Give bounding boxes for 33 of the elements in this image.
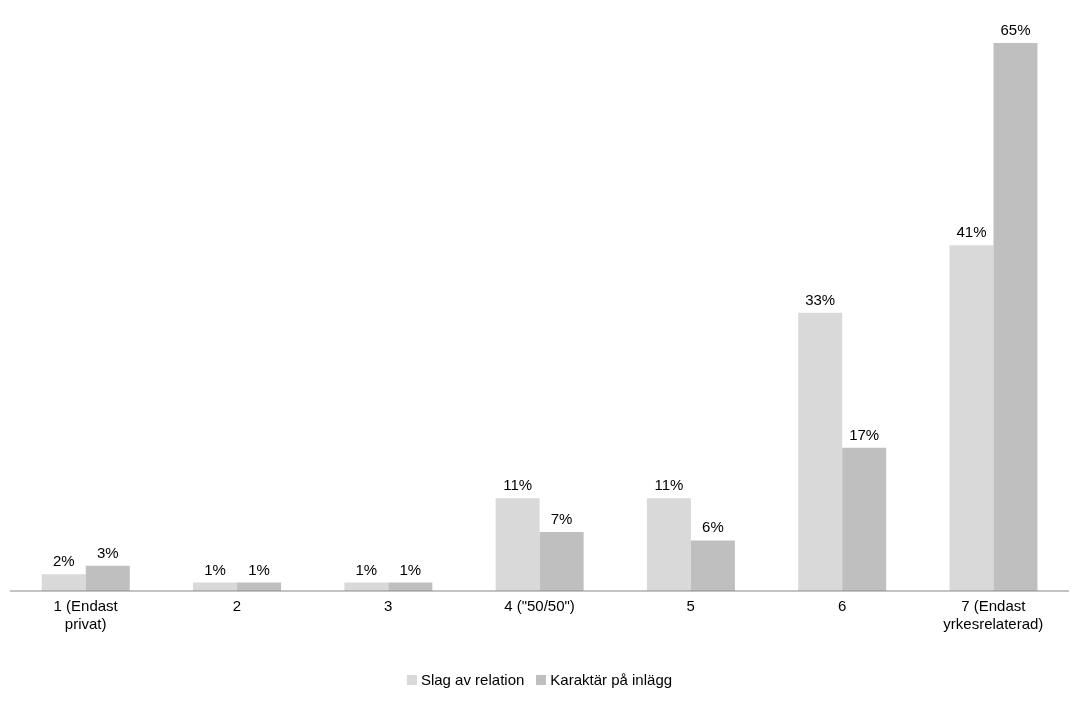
x-tick-label: 4 ("50/50") bbox=[504, 597, 575, 614]
data-label: 1% bbox=[355, 560, 378, 578]
x-tick-label: 7 (Endast yrkesrelaterad) bbox=[943, 597, 1044, 632]
data-label: 7% bbox=[550, 509, 573, 527]
x-tick-label: 6 bbox=[837, 597, 847, 614]
data-label: 33% bbox=[805, 290, 836, 308]
data-label: 65% bbox=[1000, 21, 1031, 38]
data-label: 2% bbox=[52, 552, 75, 570]
x-tick-label: 2 bbox=[232, 597, 242, 614]
legend-label: Slag av relation bbox=[420, 671, 525, 688]
data-label: 1% bbox=[248, 560, 270, 578]
bar bbox=[798, 312, 843, 591]
bar bbox=[85, 565, 130, 591]
data-label: 1% bbox=[204, 560, 226, 578]
bar bbox=[690, 540, 735, 591]
bar bbox=[993, 43, 1038, 591]
bar bbox=[41, 574, 86, 591]
bar bbox=[495, 498, 540, 591]
data-label: 3% bbox=[96, 543, 119, 561]
legend-label: Karaktär på inlägg bbox=[550, 671, 673, 688]
data-label: 1% bbox=[399, 560, 422, 578]
x-tick-label: 3 bbox=[384, 597, 393, 614]
data-label: 6% bbox=[702, 518, 724, 536]
data-label: 11% bbox=[654, 476, 684, 494]
x-tick-label: 5 bbox=[686, 597, 695, 614]
bar bbox=[949, 245, 994, 591]
data-label: 17% bbox=[849, 425, 880, 443]
data-label: 11% bbox=[503, 476, 533, 494]
data-label: 41% bbox=[956, 223, 987, 241]
bar bbox=[842, 447, 887, 591]
x-tick-label: 1 (Endast privat) bbox=[53, 597, 119, 632]
bar bbox=[646, 498, 691, 591]
bar bbox=[539, 531, 584, 591]
